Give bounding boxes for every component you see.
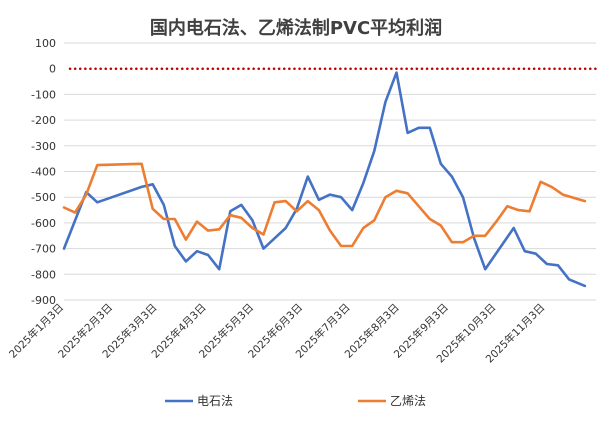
y-tick-label: -900 (31, 294, 56, 307)
y-tick-label: -400 (31, 166, 56, 179)
y-tick-label: 100 (35, 37, 56, 50)
y-tick-label: -200 (31, 114, 56, 127)
series-line-calcium-carbide (62, 71, 587, 288)
y-tick-label: -700 (31, 243, 56, 256)
chart-title: 国内电石法、乙烯法制PVC平均利润 (150, 17, 442, 39)
y-tick-label: -500 (31, 191, 56, 204)
y-tick-label: -600 (31, 217, 56, 230)
gridlines (64, 42, 596, 301)
y-tick-label: -300 (31, 140, 56, 153)
series-line-ethylene (62, 162, 587, 248)
legend-label: 电石法 (197, 394, 233, 408)
y-axis: 100 0 -100 -200 -300 -400 -500 -600 -700 -800 -900 (31, 37, 56, 307)
x-axis: 2025年1月3日2025年2月3日2025年3月3日2025年4月3日2025… (6, 301, 547, 366)
legend-label: 乙烯法 (390, 394, 426, 408)
y-tick-label: -800 (31, 268, 56, 281)
legend: 电石法 乙烯法 (165, 394, 426, 408)
y-tick-label: 0 (49, 63, 56, 76)
y-tick-label: -100 (31, 88, 56, 101)
series-lines (62, 71, 587, 288)
